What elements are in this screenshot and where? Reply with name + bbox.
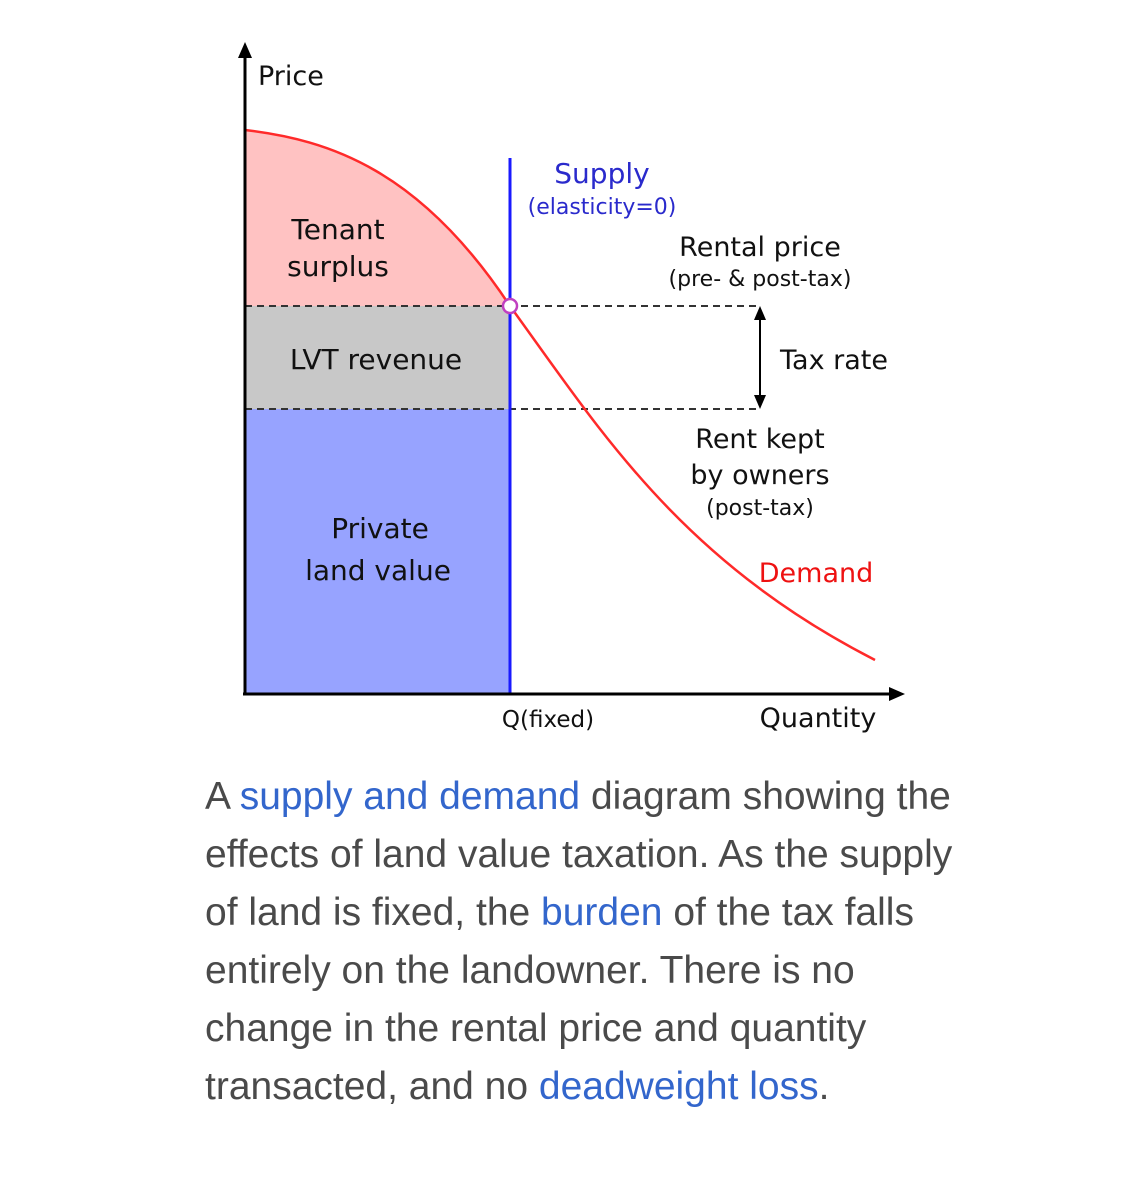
lvt-revenue-region bbox=[245, 306, 510, 409]
tax-rate-arrow-top bbox=[754, 306, 766, 320]
private-land-value-label-line1: Private bbox=[331, 512, 429, 545]
caption-text: . bbox=[818, 1065, 830, 1108]
caption-text: of the tax falls entirely on the landown… bbox=[205, 891, 914, 1108]
rental-price-label: Rental price bbox=[679, 232, 841, 263]
lvt-revenue-label: LVT revenue bbox=[290, 343, 462, 376]
land-value-tax-diagram: Price Quantity Q(fixed) Supply (elastici… bbox=[238, 42, 905, 734]
tax-rate-arrow-bottom bbox=[754, 395, 766, 409]
rent-kept-label-line1: Rent kept bbox=[695, 424, 824, 455]
demand-curve bbox=[244, 128, 876, 662]
demand-label: Demand bbox=[759, 558, 874, 589]
supply-and-demand-link[interactable]: supply and demand bbox=[239, 775, 581, 818]
supply-label: Supply bbox=[554, 157, 649, 190]
tax-rate-label: Tax rate bbox=[779, 345, 888, 376]
y-axis-arrow bbox=[238, 42, 252, 58]
tenant-surplus-label-line2: surplus bbox=[287, 250, 389, 283]
q-fixed-label: Q(fixed) bbox=[502, 707, 594, 733]
rent-kept-sublabel: (post-tax) bbox=[706, 496, 814, 521]
private-land-value-region bbox=[245, 409, 510, 694]
rental-price-sublabel: (pre- & post-tax) bbox=[669, 267, 852, 292]
x-axis-arrow bbox=[889, 687, 905, 701]
equilibrium-point bbox=[501, 297, 519, 315]
burden-link[interactable]: burden bbox=[541, 891, 663, 934]
tenant-surplus-region bbox=[245, 130, 510, 306]
caption-text: A bbox=[205, 775, 240, 818]
deadweight-loss-link[interactable]: deadweight loss bbox=[538, 1065, 819, 1108]
rent-kept-label-line2: by owners bbox=[690, 460, 829, 491]
supply-sublabel: (elasticity=0) bbox=[528, 195, 677, 220]
tenant-surplus-label-line1: Tenant bbox=[290, 213, 384, 246]
y-axis-label: Price bbox=[258, 61, 324, 92]
x-axis-label: Quantity bbox=[760, 703, 877, 734]
figure-caption: A supply and demand diagram showing the … bbox=[205, 768, 965, 1116]
caption-text: diagram showing the effects of land valu… bbox=[205, 775, 953, 934]
private-land-value-label-line2: land value bbox=[305, 554, 451, 587]
